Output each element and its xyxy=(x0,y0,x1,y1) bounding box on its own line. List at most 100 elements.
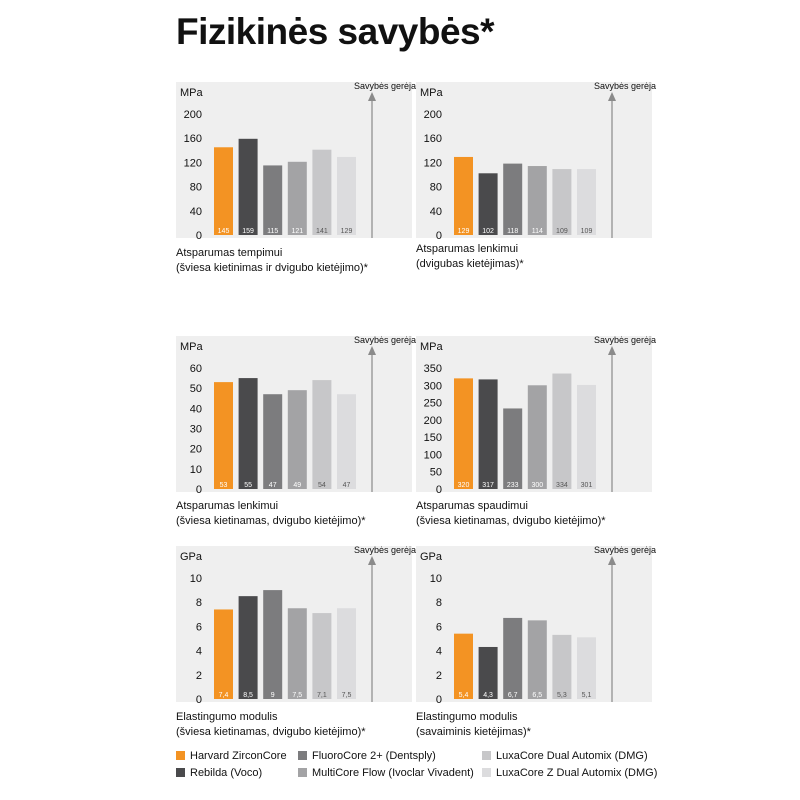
bar-value-label: 7,5 xyxy=(292,692,302,699)
bar-value-label: 53 xyxy=(220,482,228,489)
bar-value-label: 7,5 xyxy=(342,692,352,699)
y-unit-label: GPa xyxy=(180,551,203,563)
bar xyxy=(577,169,596,235)
bar-value-label: 7,4 xyxy=(219,692,229,699)
legend-label: FluoroCore 2+ (Dentsply) xyxy=(312,750,436,762)
y-tick-label: 200 xyxy=(424,415,442,427)
bar xyxy=(527,620,547,699)
y-tick-label: 200 xyxy=(424,109,442,121)
chart-caption-line1: Atsparumas spaudimui xyxy=(416,500,528,512)
improvement-arrow-label: Savybės gerėja xyxy=(354,335,416,345)
bar xyxy=(478,646,498,699)
y-tick-label: 50 xyxy=(190,383,202,395)
legend-swatch xyxy=(298,768,307,777)
bar xyxy=(503,617,523,699)
bar xyxy=(577,637,596,699)
bar xyxy=(312,380,332,489)
y-tick-label: 120 xyxy=(424,157,442,169)
bar xyxy=(238,596,258,699)
bar-value-label: 159 xyxy=(242,228,254,235)
legend-swatch xyxy=(482,751,491,760)
chart-caption-line1: Atsparumas tempimui xyxy=(176,247,283,259)
y-tick-label: 300 xyxy=(424,380,442,392)
y-tick-label: 6 xyxy=(436,621,442,633)
bar-value-label: 9 xyxy=(271,692,275,699)
bar-value-label: 141 xyxy=(316,228,328,235)
bar-value-label: 233 xyxy=(507,482,519,489)
legend-item: LuxaCore Dual Automix (DMG) xyxy=(482,750,648,763)
y-tick-label: 8 xyxy=(436,597,442,609)
y-tick-label: 0 xyxy=(436,694,442,706)
bar xyxy=(287,608,307,699)
bar-value-label: 109 xyxy=(556,228,568,235)
chart-caption-line1: Elastingumo modulis xyxy=(416,711,518,723)
y-tick-label: 80 xyxy=(190,182,202,194)
legend-label: LuxaCore Dual Automix (DMG) xyxy=(496,750,648,762)
bar xyxy=(214,382,233,489)
y-tick-label: 2 xyxy=(436,670,442,682)
legend-label: LuxaCore Z Dual Automix (DMG) xyxy=(496,767,658,779)
improvement-arrow-head xyxy=(608,92,616,101)
bar xyxy=(503,408,523,489)
bar-value-label: 8,5 xyxy=(243,692,253,699)
bar xyxy=(263,165,283,235)
bar-value-label: 5,3 xyxy=(557,692,567,699)
bar xyxy=(312,613,332,699)
chart-svg: MPa 0 10 20 30 40 50 60 53 55 47 49 54 47 Savybės gerė… xyxy=(176,335,416,496)
bar-value-label: 102 xyxy=(482,228,494,235)
y-tick-label: 0 xyxy=(196,694,202,706)
bar-value-label: 47 xyxy=(269,482,277,489)
improvement-arrow-head xyxy=(608,346,616,355)
y-tick-label: 60 xyxy=(190,363,202,375)
bar xyxy=(238,138,258,235)
bar xyxy=(577,384,596,489)
bar-value-label: 301 xyxy=(581,482,593,489)
y-unit-label: MPa xyxy=(180,87,204,99)
y-tick-label: 200 xyxy=(184,109,202,121)
y-tick-label: 160 xyxy=(184,133,202,145)
y-tick-label: 150 xyxy=(424,432,442,444)
bar xyxy=(454,378,473,489)
improvement-arrow-head xyxy=(368,92,376,101)
y-unit-label: MPa xyxy=(420,341,444,353)
y-tick-label: 2 xyxy=(196,670,202,682)
y-tick-label: 30 xyxy=(190,424,202,436)
bar-value-label: 47 xyxy=(343,482,351,489)
bar xyxy=(552,373,572,489)
y-tick-label: 0 xyxy=(436,484,442,496)
bar-value-label: 317 xyxy=(482,482,494,489)
legend-swatch xyxy=(482,768,491,777)
bar-value-label: 129 xyxy=(341,228,353,235)
bar xyxy=(263,394,283,489)
legend-label: MultiCore Flow (Ivoclar Vivadent) xyxy=(312,767,474,779)
bar-value-label: 5,1 xyxy=(582,692,592,699)
y-tick-label: 160 xyxy=(424,133,442,145)
bar-value-label: 7,1 xyxy=(317,692,327,699)
bar xyxy=(454,156,473,235)
improvement-arrow-label: Savybės gerėja xyxy=(594,335,656,345)
legend-item: LuxaCore Z Dual Automix (DMG) xyxy=(482,767,657,780)
chart-caption-line2: (šviesa kietinamas, dvigubo kietėjimo)* xyxy=(176,515,366,527)
y-tick-label: 4 xyxy=(436,646,442,658)
bar-value-label: 5,4 xyxy=(459,692,469,699)
legend-item: FluoroCore 2+ (Dentsply) xyxy=(298,750,436,763)
legend-item: Harvard ZirconCore xyxy=(176,750,287,763)
chart-svg: GPa 0 2 4 6 8 10 5,4 4,3 6,7 6,5 5,3 5,1 Savybės gerė… xyxy=(416,545,656,706)
y-tick-label: 10 xyxy=(430,573,442,585)
legend-item: Rebilda (Voco) xyxy=(176,767,262,780)
legend-label: Harvard ZirconCore xyxy=(190,750,287,762)
bar xyxy=(337,156,356,235)
legend-swatch xyxy=(298,751,307,760)
bar xyxy=(552,169,572,235)
page-title: Fizikinės savybės* xyxy=(176,11,495,52)
improvement-arrow-label: Savybės gerėja xyxy=(594,81,656,91)
legend-swatch xyxy=(176,751,185,760)
y-tick-label: 100 xyxy=(424,449,442,461)
bar xyxy=(503,163,523,235)
y-tick-label: 6 xyxy=(196,621,202,633)
y-tick-label: 0 xyxy=(196,230,202,242)
legend-swatch xyxy=(176,768,185,777)
chart-svg: MPa 0 50 100 150 200 250 300 350 320 317 233 300 334 3… xyxy=(416,335,656,496)
y-tick-label: 250 xyxy=(424,398,442,410)
y-tick-label: 10 xyxy=(190,573,202,585)
